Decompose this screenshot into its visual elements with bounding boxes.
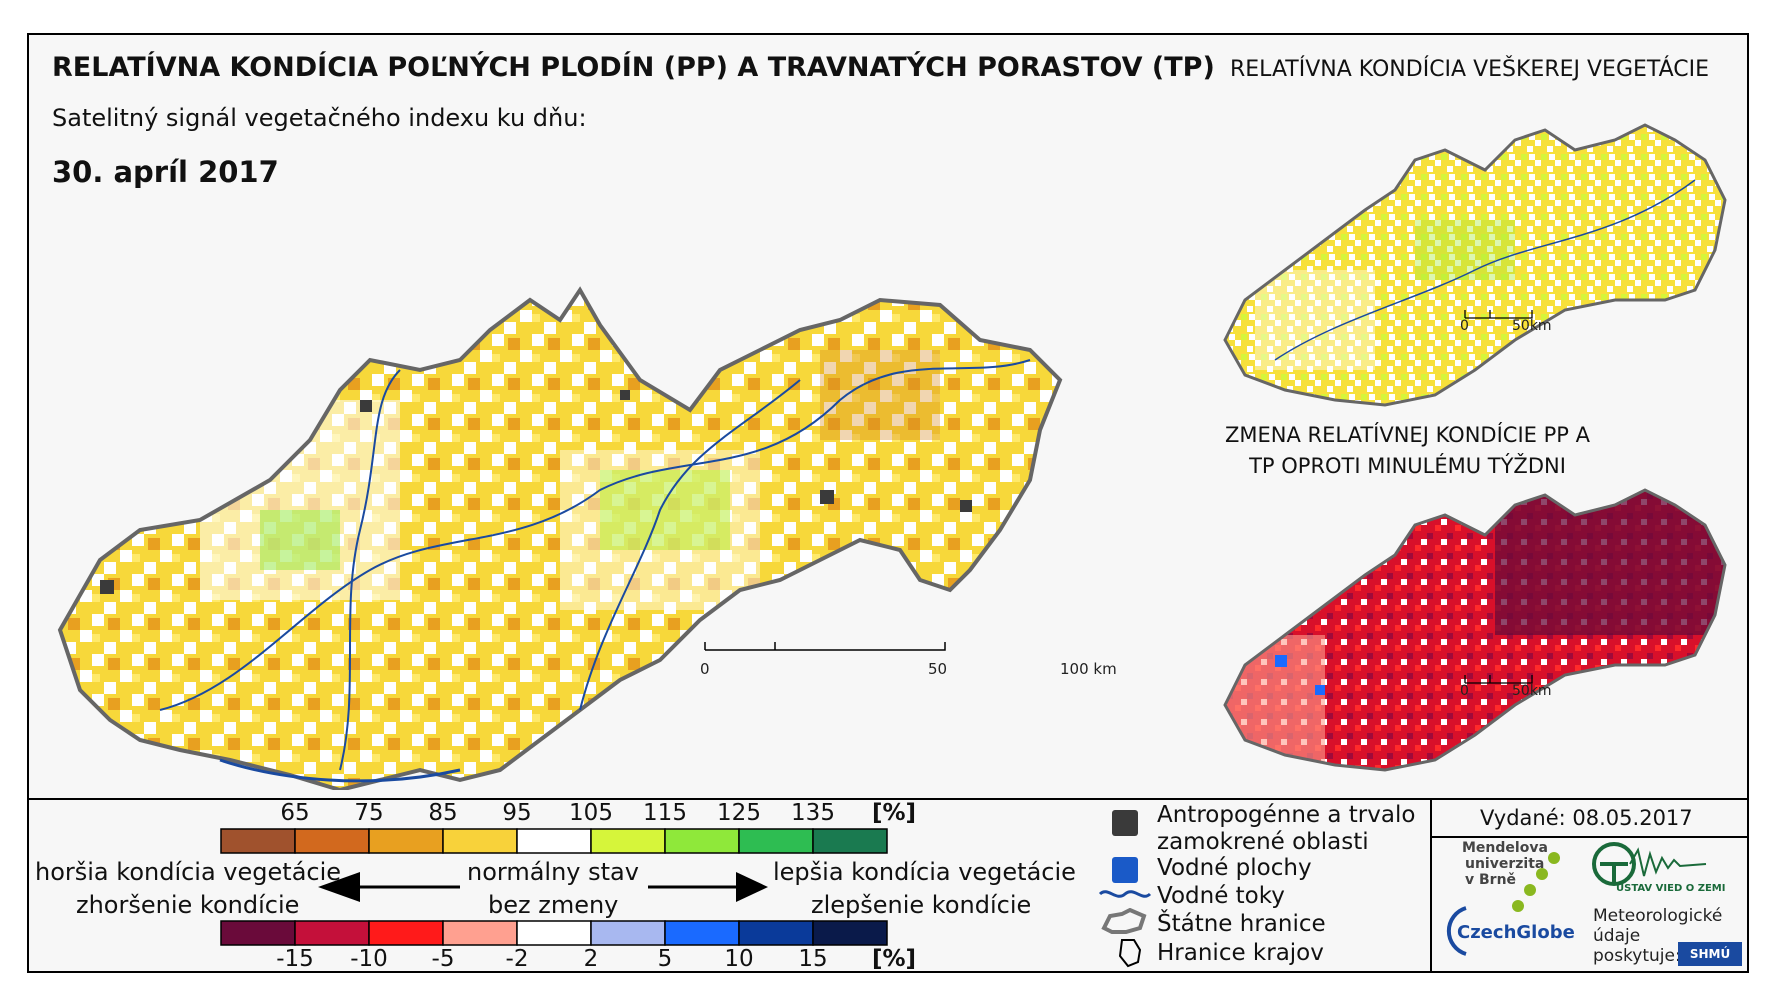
condition-swatch-8 xyxy=(812,828,888,854)
rivers-label: Vodné toky xyxy=(1157,883,1285,909)
state-border-label: Štátne hranice xyxy=(1157,911,1326,937)
anthropogenic-label-1: Antropogénne a trvalo xyxy=(1157,802,1416,828)
condition-swatch-5 xyxy=(590,828,666,854)
condition-tick-7: 135 xyxy=(791,800,835,826)
weekly-change-map xyxy=(1223,488,1727,772)
change-swatch-6 xyxy=(664,920,740,946)
change-swatch-0 xyxy=(220,920,296,946)
state-border-symbol xyxy=(1101,908,1147,934)
condition-tick-3: 95 xyxy=(502,800,532,826)
uvoz-logo xyxy=(1592,842,1707,886)
change-color-bar xyxy=(220,920,888,946)
czechglobe-logo: CzechGlobe xyxy=(1457,922,1575,943)
change-swatch-3 xyxy=(442,920,518,946)
condition-swatch-0 xyxy=(220,828,296,854)
region-border-symbol xyxy=(1118,939,1142,968)
condition-swatch-1 xyxy=(294,828,370,854)
czechglobe-logo-mark xyxy=(1446,906,1467,956)
main-scale-label-100: 100 km xyxy=(1060,660,1117,678)
main-scale-bar xyxy=(704,642,946,651)
change-tick-6: 10 xyxy=(724,946,754,972)
small-scale-a-50: 50km xyxy=(1512,318,1552,334)
no-change-label: bez zmeny xyxy=(488,891,619,919)
shmu-logo: SHMÚ xyxy=(1678,942,1742,966)
change-swatch-5 xyxy=(590,920,666,946)
main-scale-label-50: 50 xyxy=(928,660,948,678)
issued-date: Vydané: 08.05.2017 xyxy=(1480,806,1693,830)
issued-divider xyxy=(1430,836,1749,838)
change-tick-4: 2 xyxy=(583,946,599,972)
mendelu-name-2: univerzita xyxy=(1465,856,1545,872)
normal-state-label: normálny stav xyxy=(467,858,639,886)
met-data-label-1: Meteorologické xyxy=(1593,906,1723,926)
anthropogenic-symbol xyxy=(1112,810,1138,836)
better-condition-label: lepšia kondícia vegetácie xyxy=(773,858,1076,886)
condition-tick-5: 115 xyxy=(643,800,687,826)
anthropogenic-label-2: zamokrené oblasti xyxy=(1157,829,1369,855)
credits-divider xyxy=(1430,800,1432,973)
condition-tick-6: 125 xyxy=(717,800,761,826)
condition-swatch-4 xyxy=(516,828,592,854)
improved-label: zlepšenie kondície xyxy=(811,891,1032,919)
mendelu-dots-logo xyxy=(1512,852,1560,912)
met-data-label-2: údaje xyxy=(1593,926,1641,946)
condition-swatch-6 xyxy=(664,828,740,854)
water-bodies-symbol xyxy=(1112,857,1138,883)
rivers-symbol xyxy=(1098,890,1152,898)
change-swatch-1 xyxy=(294,920,370,946)
mendelu-name-3: v Brně xyxy=(1465,872,1517,888)
change-swatch-4 xyxy=(516,920,592,946)
page-subtitle: Satelitný signál vegetačného indexu ku d… xyxy=(52,104,587,132)
small-scale-b-50: 50km xyxy=(1512,683,1552,699)
all-vegetation-title: RELATÍVNA KONDÍCIA VEŠKEREJ VEGETÁCIE xyxy=(1230,57,1710,82)
main-condition-map xyxy=(58,288,1062,790)
small-scale-bar-a xyxy=(1464,310,1533,319)
change-tick-2: -5 xyxy=(431,946,455,972)
met-data-label-3: poskytuje: xyxy=(1593,946,1681,966)
change-swatch-2 xyxy=(368,920,444,946)
condition-tick-0: 65 xyxy=(280,800,310,826)
change-tick-5: 5 xyxy=(657,946,673,972)
change-map-title: ZMENA RELATÍVNEJ KONDÍCIE PP A TP OPROTI… xyxy=(1225,423,1590,478)
small-scale-a-0: 0 xyxy=(1460,318,1469,334)
small-scale-bar-b xyxy=(1464,675,1533,684)
condition-tick-1: 75 xyxy=(354,800,384,826)
water-bodies-label: Vodné plochy xyxy=(1157,855,1312,881)
change-tick-3: -2 xyxy=(505,946,529,972)
condition-swatch-2 xyxy=(368,828,444,854)
date-label: 30. apríl 2017 xyxy=(52,155,279,189)
change-swatch-7 xyxy=(738,920,814,946)
condition-tick-2: 85 xyxy=(428,800,458,826)
legend-arrows xyxy=(318,872,768,902)
condition-tick-4: 105 xyxy=(569,800,613,826)
small-scale-b-0: 0 xyxy=(1460,683,1469,699)
condition-swatch-7 xyxy=(738,828,814,854)
worsened-label: zhoršenie kondície xyxy=(76,891,300,919)
change-tick-0: -15 xyxy=(276,946,314,972)
change-unit: [%] xyxy=(872,946,917,972)
condition-swatch-3 xyxy=(442,828,518,854)
all-vegetation-map xyxy=(1223,123,1727,407)
uvoz-name: ÚSTAV VIED O ZEMI xyxy=(1616,883,1726,894)
main-scale-label-0: 0 xyxy=(700,660,710,678)
region-border-label: Hranice krajov xyxy=(1157,940,1324,966)
change-swatch-8 xyxy=(812,920,888,946)
worse-condition-label: horšia kondícia vegetácie xyxy=(35,858,342,886)
page-title: RELATÍVNA KONDÍCIA POĽNÝCH PLODÍN (PP) A… xyxy=(52,52,1215,83)
legend-divider xyxy=(27,798,1749,800)
change-tick-7: 15 xyxy=(798,946,828,972)
condition-unit: [%] xyxy=(872,800,917,826)
condition-color-bar xyxy=(220,828,888,854)
mendelu-name-1: Mendelova xyxy=(1462,840,1548,856)
change-tick-1: -10 xyxy=(350,946,388,972)
